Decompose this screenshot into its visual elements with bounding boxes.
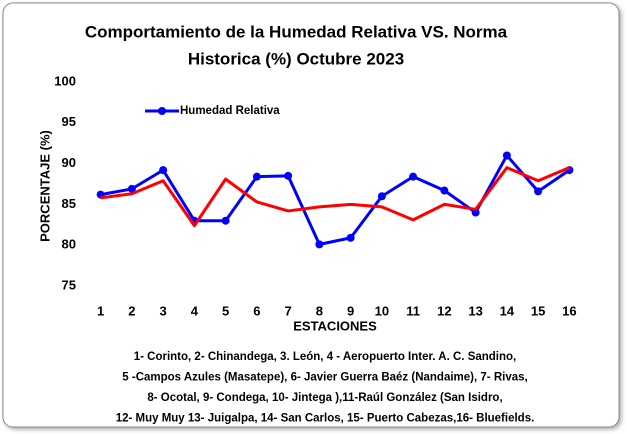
- x-tick-label: 2: [128, 303, 135, 318]
- point-marker: [159, 166, 168, 175]
- y-tick-label: 75: [62, 277, 76, 292]
- chart-frame: [2, 2, 620, 428]
- footnote: 12- Muy Muy 13- Juigalpa, 14- San Carlos…: [116, 413, 535, 425]
- y-tick-label: 85: [62, 196, 76, 211]
- footnote: 8- Ocotal, 9- Condega, 10- Jintega ),11-…: [147, 392, 502, 404]
- series-line: [100, 166, 570, 228]
- legend-marker: [158, 107, 166, 115]
- point-marker: [315, 240, 324, 249]
- y-tick-label: 95: [62, 114, 76, 129]
- x-tick-label: 4: [191, 303, 199, 318]
- y-tick-label: 90: [62, 155, 76, 170]
- point-marker: [252, 172, 261, 181]
- footnote: 1- Corinto, 2- Chinandega, 3. León, 4 - …: [134, 351, 517, 363]
- chart-title: Comportamiento de la Humedad Relativa VS…: [85, 22, 508, 41]
- point-marker: [409, 172, 418, 181]
- point-marker: [377, 192, 386, 201]
- x-tick-label: 1: [97, 303, 104, 318]
- x-axis-label: ESTACIONES: [293, 318, 377, 333]
- chart-title: Historica (%) Octubre 2023: [188, 49, 404, 68]
- point-marker: [127, 184, 136, 193]
- point-marker: [534, 187, 543, 196]
- point-marker: [471, 208, 480, 217]
- point-marker: [440, 186, 449, 195]
- point-marker: [284, 171, 293, 180]
- point-marker: [346, 233, 355, 242]
- point-marker: [221, 216, 230, 225]
- x-tick-label: 7: [285, 303, 292, 318]
- x-tick-label: 9: [347, 303, 354, 318]
- series-line: [100, 153, 571, 246]
- legend-label: Humedad Relativa: [180, 105, 280, 117]
- x-tick-label: 10: [375, 303, 389, 318]
- x-tick-label: 14: [500, 303, 515, 318]
- y-tick-label: 80: [62, 237, 76, 252]
- y-tick-label: 100: [54, 73, 76, 88]
- y-axis-label: PORCENTAJE (%): [37, 130, 52, 242]
- x-tick-label: 8: [316, 303, 323, 318]
- footnote: 5 -Campos Azules (Masatepe), 6- Javier G…: [122, 372, 527, 384]
- x-tick-label: 12: [437, 303, 451, 318]
- x-tick-label: 6: [253, 303, 260, 318]
- x-tick-label: 13: [468, 303, 482, 318]
- x-tick-label: 15: [531, 303, 545, 318]
- x-tick-label: 16: [562, 303, 576, 318]
- point-marker: [502, 151, 511, 160]
- x-tick-label: 5: [222, 303, 229, 318]
- x-tick-label: 3: [160, 303, 167, 318]
- x-tick-label: 11: [406, 303, 420, 318]
